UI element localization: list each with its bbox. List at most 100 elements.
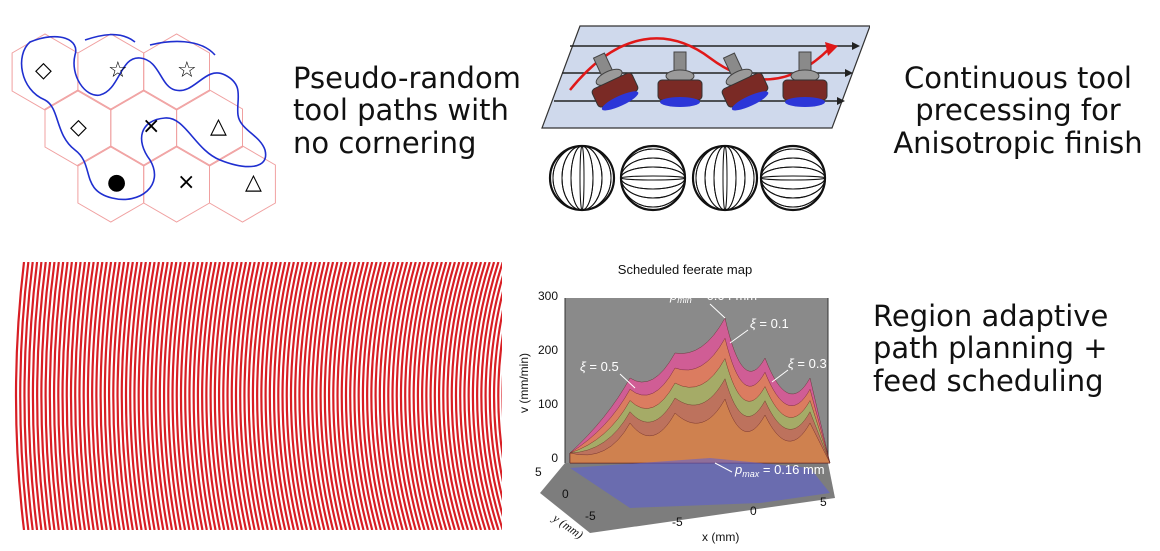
- tool-pad: [731, 91, 769, 111]
- stripes-svg: [14, 261, 535, 531]
- toolpath-stripe: [378, 261, 400, 531]
- caption-line: feed scheduling: [873, 363, 1104, 398]
- toolpath-stripe: [78, 261, 91, 531]
- annotation-pmax: pmax = 0.16 mm: [734, 462, 825, 479]
- hex-toolpath-figure: ◇ ☆ ☆ ◇ × △ ● × △: [0, 0, 300, 225]
- z-tick-label: 100: [538, 397, 558, 411]
- cross-symbol: ×: [177, 170, 196, 195]
- toolpath-stripe: [141, 261, 156, 531]
- toolpath-stripe: [442, 261, 465, 531]
- sphere-outline: [548, 144, 616, 212]
- toolpath-stripe: [53, 261, 65, 531]
- precessing-tools-figure: [540, 18, 871, 228]
- caption-precessing: Continuous tool precessing for Anisotrop…: [878, 62, 1158, 160]
- toolpath-stripe: [298, 261, 317, 531]
- toolpath-stripe: [273, 261, 291, 531]
- x-axis-label: x (mm): [702, 530, 739, 544]
- toolpath-stripe: [429, 261, 452, 531]
- polishing-tool: [591, 52, 639, 111]
- toolpath-stripe: [86, 261, 100, 531]
- toolpath-stripe: [366, 261, 387, 531]
- tool-path-curve: [20, 33, 267, 201]
- toolpath-stripe: [205, 261, 221, 531]
- toolpath-stripe: [14, 261, 26, 531]
- toolpath-stripe: [467, 261, 491, 531]
- tool-pad: [785, 97, 825, 107]
- toolpath-stripe: [336, 261, 356, 531]
- x-tick-label: -5: [672, 515, 683, 529]
- toolpath-stripe: [340, 261, 361, 531]
- toolpath-stripe: [264, 261, 282, 531]
- toolpath-stripe: [69, 261, 82, 531]
- toolpath-stripe: [57, 261, 69, 531]
- toolpath-stripe: [480, 261, 504, 531]
- toolpath-stripe: [234, 261, 252, 531]
- caption-pseudo-random: Pseudo-random tool paths with no corneri…: [293, 61, 521, 160]
- toolpath-stripe: [61, 261, 73, 531]
- polishing-tool: [657, 51, 703, 107]
- annotation-pmin: pmin = 0.04 mm: [669, 288, 757, 305]
- toolpath-stripe: [391, 261, 413, 531]
- toolpath-stripe: [108, 261, 121, 531]
- meridian-line: [552, 145, 612, 211]
- z-tick-label: 0: [551, 451, 558, 465]
- toolpath-stripe: [27, 261, 39, 531]
- toolpath-stripe: [23, 261, 34, 531]
- toolpath-stripe: [175, 261, 191, 531]
- toolpath-stripe: [146, 261, 161, 531]
- toolpath-stripe: [459, 261, 483, 531]
- toolpath-stripe: [154, 261, 169, 531]
- toolpath-stripe: [196, 261, 213, 531]
- toolpath-stripe: [209, 261, 226, 531]
- tool-pad: [601, 91, 639, 111]
- hex-toolpath-svg: [11, 33, 276, 223]
- annotation-xi-0.1: ξ = 0.1: [750, 316, 789, 331]
- low-feed-region: [570, 458, 830, 508]
- parallel-line: [620, 148, 686, 208]
- toolpath-stripe: [404, 261, 426, 531]
- hex-cell: [143, 33, 210, 111]
- toolpath-stripe: [124, 261, 139, 531]
- toolpath-stripe: [395, 261, 417, 531]
- toolpath-stripe: [353, 261, 374, 531]
- toolpath-stripe: [370, 261, 391, 531]
- parallel-line: [760, 148, 826, 208]
- toolpath-stripe: [454, 261, 478, 531]
- toolpath-stripe: [306, 261, 326, 531]
- toolpath-stripe: [408, 261, 430, 531]
- toolpath-stripe: [120, 261, 134, 531]
- hex-cell: [209, 145, 276, 223]
- sphere-pattern: [548, 144, 616, 212]
- annotation-xi-0.3: ξ = 0.3: [788, 356, 827, 371]
- annotation-xi-0.5: ξ = 0.5: [580, 359, 619, 374]
- x-tick-label: 0: [750, 504, 757, 518]
- toolpath-stripe: [230, 261, 248, 531]
- caption-line: Anisotropic finish: [893, 125, 1143, 160]
- toolpath-stripe: [133, 261, 147, 531]
- x-tick-label: 5: [820, 495, 827, 509]
- toolpath-stripe: [218, 261, 234, 531]
- toolpath-stripe: [328, 261, 348, 531]
- caption-line: Pseudo-random: [293, 61, 521, 95]
- toolpath-stripe: [103, 261, 117, 531]
- caption-line: Region adaptive: [873, 299, 1109, 333]
- surface-layer: [569, 398, 831, 464]
- triangle-symbol: △: [210, 114, 227, 139]
- precessing-tools-svg: [541, 25, 871, 212]
- toolpath-stripe: [315, 261, 335, 531]
- toolpath-stripe: [179, 261, 195, 531]
- toolpath-stripe: [247, 261, 265, 531]
- z-tick-label: 300: [538, 289, 558, 303]
- toolpath-stripe: [399, 261, 422, 531]
- toolpath-stripe: [226, 261, 243, 531]
- cross-symbol: ×: [142, 114, 161, 139]
- caption-line: precessing for: [915, 93, 1121, 128]
- toolpath-stripe: [65, 261, 78, 531]
- toolpath-stripe: [137, 261, 152, 531]
- feedrate-surface: [569, 317, 831, 464]
- toolpath-stripe: [471, 261, 496, 531]
- toolpath-stripe: [251, 261, 269, 531]
- adaptive-path-pattern: [14, 261, 535, 531]
- toolpath-stripe: [476, 261, 500, 531]
- diamond-symbol: ◇: [35, 58, 52, 83]
